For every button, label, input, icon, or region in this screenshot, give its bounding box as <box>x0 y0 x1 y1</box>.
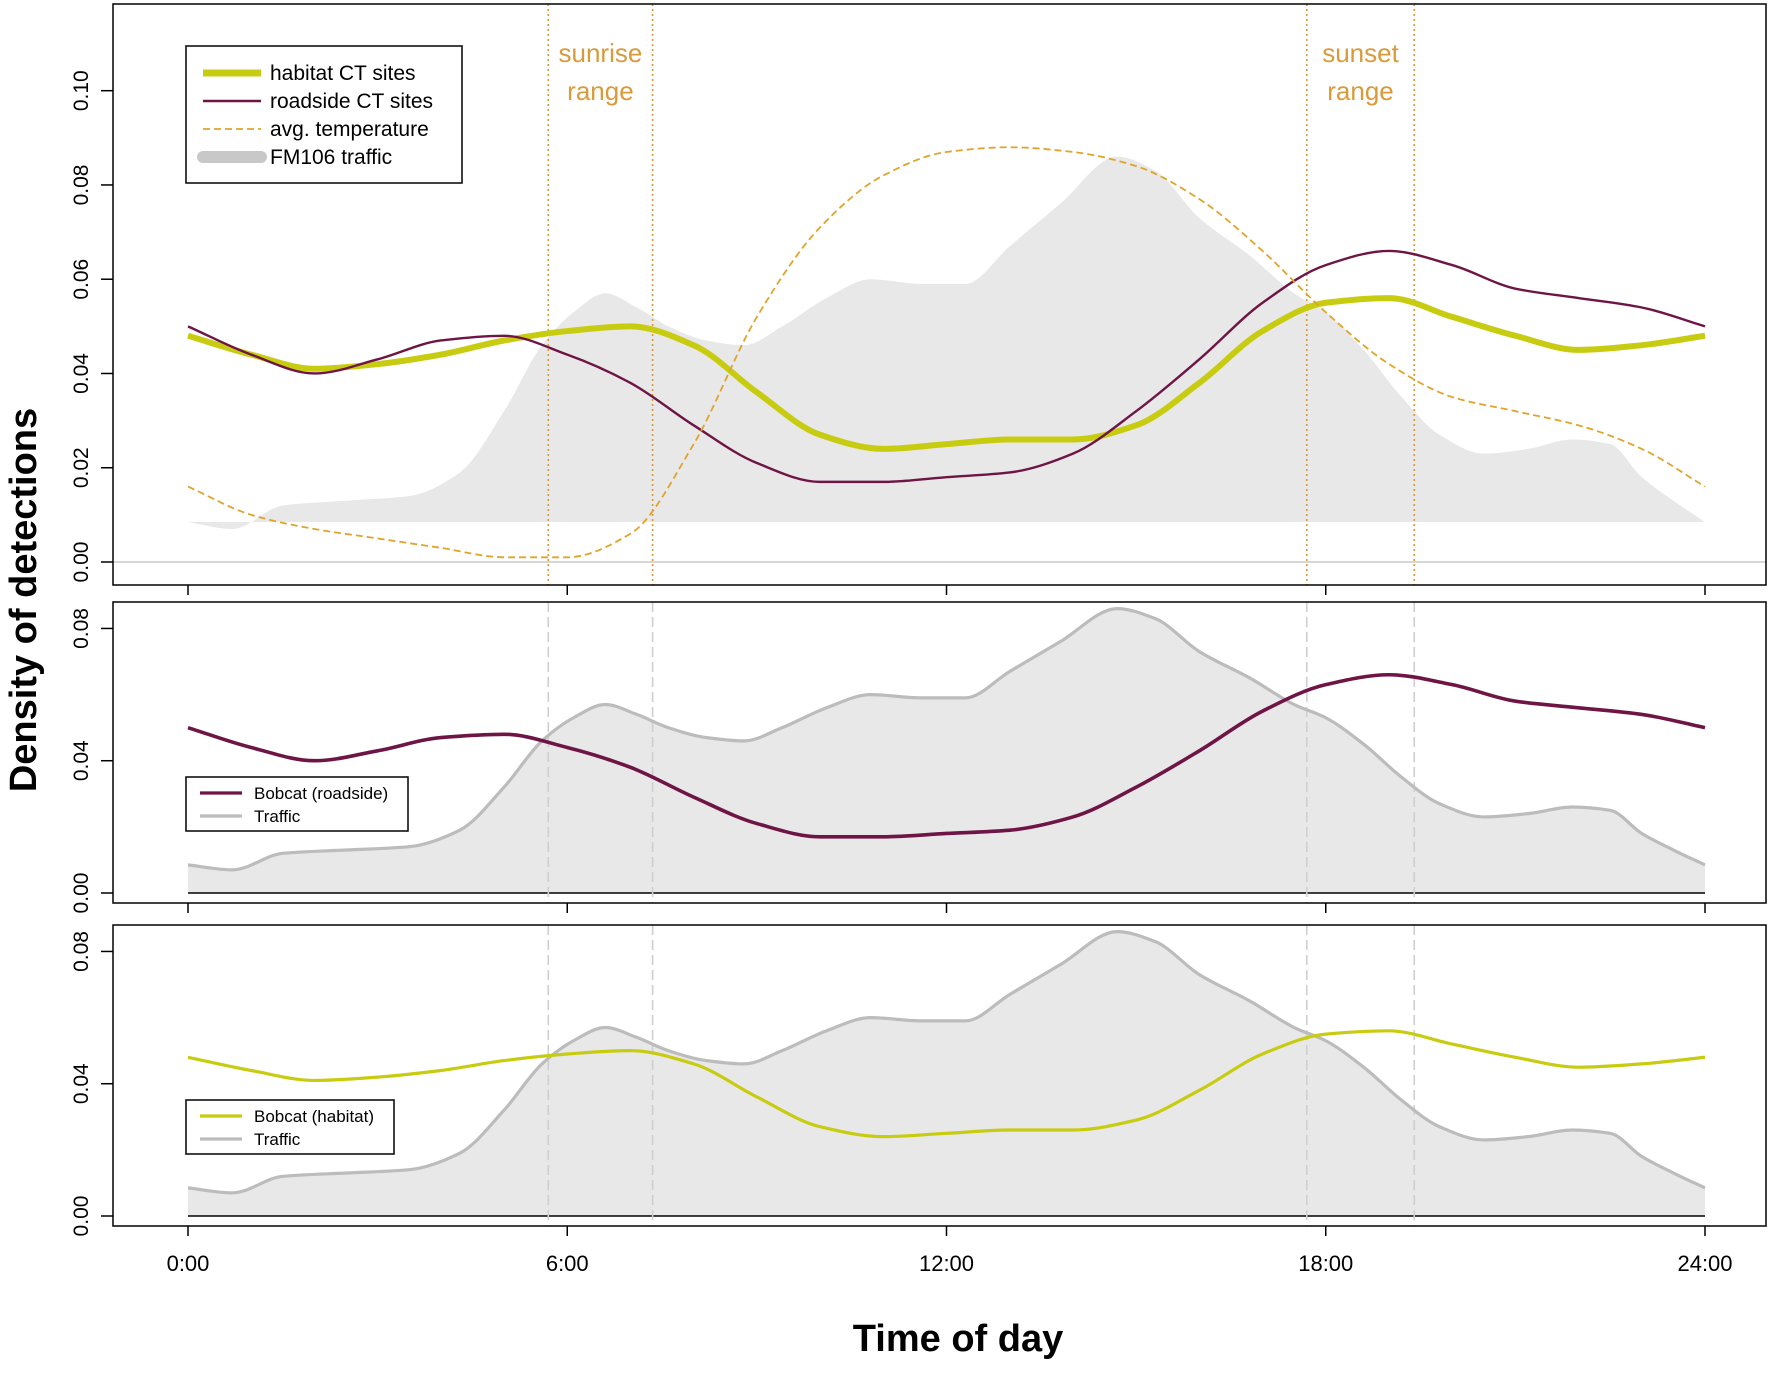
y-tick-label-top: 0.06 <box>70 259 93 300</box>
annotation-1-line-0: sunset <box>1322 38 1399 68</box>
y-tick-label-top: 0.10 <box>70 70 93 111</box>
y-tick-label-top: 0.00 <box>70 542 93 583</box>
y-tick-label-middle: 0.04 <box>70 740 93 781</box>
legend-label-traffic: FM106 traffic <box>270 146 392 169</box>
y-tick-label-top: 0.08 <box>70 165 93 206</box>
y-tick-label-top: 0.04 <box>70 353 93 394</box>
legend-box-bottom <box>185 1099 395 1155</box>
legend-label-roadside: roadside CT sites <box>270 90 433 113</box>
x-tick-label: 24:00 <box>1677 1251 1732 1276</box>
traffic-line-middle <box>187 607 1706 872</box>
legend-label-habitat-bottom: Bobcat (habitat) <box>254 1107 374 1126</box>
annotation-1-line-1: range <box>1327 76 1394 106</box>
legend-label-traffic-bottom: Traffic <box>254 1130 301 1149</box>
y-tick-label-middle: 0.00 <box>70 873 93 914</box>
panel-frame-top <box>112 3 1767 586</box>
roadside-line-middle <box>187 672 1706 839</box>
legend-label-habitat: habitat CT sites <box>270 62 416 85</box>
legend-label-temperature: avg. temperature <box>270 118 429 141</box>
x-axis-label: Time of day <box>853 1318 1063 1360</box>
panel-frame-bottom <box>112 924 1767 1227</box>
panel-frame-middle <box>112 601 1767 904</box>
y-axis-label: Density of detections <box>3 408 45 792</box>
annotation-0-line-0: sunrise <box>559 38 643 68</box>
x-tick-label: 18:00 <box>1298 1251 1353 1276</box>
y-tick-label-bottom: 0.04 <box>70 1063 93 1104</box>
panel-middle: 0.00 0.04 0.08 Bobcat (roadside) Traffic <box>70 601 1767 914</box>
panel-bottom: 0.00 0.04 0.08 0:00 6:00 12:00 18:00 24:00 Bobca… <box>70 924 1767 1276</box>
y-tick-label-bottom: 0.00 <box>70 1196 93 1237</box>
panels-layer: 0.00 0.02 0.04 0.06 0.08 0.10 sunrise range suns… <box>70 3 1767 1276</box>
habitat-line-top <box>187 295 1706 452</box>
legend-box-middle <box>185 776 409 832</box>
x-tick-label: 12:00 <box>919 1251 974 1276</box>
traffic-area-middle <box>188 608 1705 893</box>
x-tick-label: 6:00 <box>546 1251 589 1276</box>
habitat-line-bottom <box>187 1029 1706 1139</box>
traffic-line-bottom <box>187 930 1706 1195</box>
temperature-line-top <box>187 146 1706 559</box>
y-tick-label-bottom: 0.08 <box>70 931 93 972</box>
y-tick-label-middle: 0.08 <box>70 608 93 649</box>
legend-label-traffic-middle: Traffic <box>254 807 301 826</box>
y-tick-label-top: 0.02 <box>70 447 93 488</box>
legend-label-roadside-middle: Bobcat (roadside) <box>254 784 388 803</box>
traffic-area-bottom <box>188 931 1705 1216</box>
x-tick-label: 0:00 <box>167 1251 210 1276</box>
traffic-area-top <box>188 156 1705 530</box>
annotation-0-line-1: range <box>567 76 634 106</box>
roadside-line-top <box>187 249 1706 484</box>
panel-top: 0.00 0.02 0.04 0.06 0.08 0.10 sunrise range suns… <box>70 3 1767 595</box>
